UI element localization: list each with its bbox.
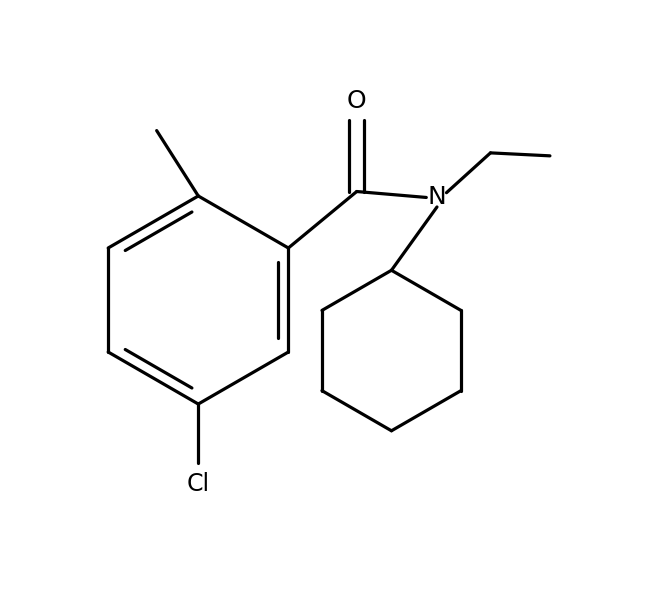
Text: N: N [427, 185, 446, 209]
Text: O: O [347, 89, 366, 113]
Text: Cl: Cl [187, 472, 210, 496]
